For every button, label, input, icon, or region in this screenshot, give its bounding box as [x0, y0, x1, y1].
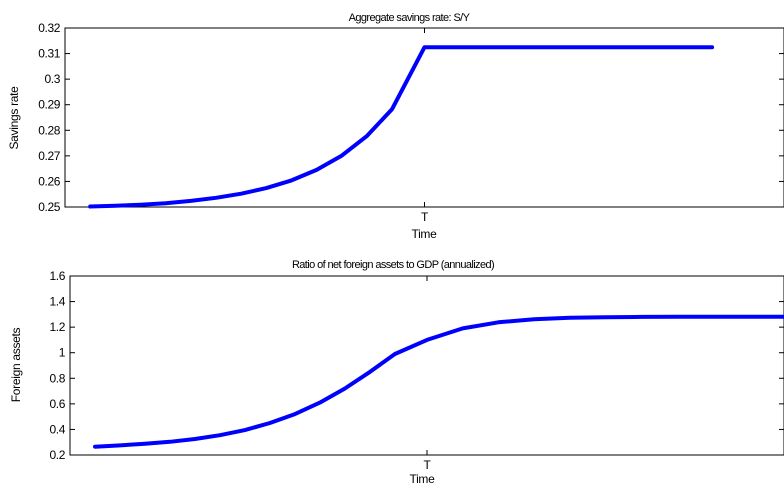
- y-tick-label: 1.2: [50, 320, 66, 334]
- series-line: [93, 314, 784, 449]
- y-tick-label: 0.25: [38, 200, 60, 214]
- chart-title: Ratio of net foreign assets to GDP (annu…: [292, 259, 494, 271]
- y-tick-label: 0.27: [38, 149, 60, 163]
- y-tick-label: 1.6: [50, 269, 66, 283]
- x-axis-label: Time: [411, 227, 437, 241]
- chart-title: Aggregate savings rate: S/Y: [349, 12, 471, 24]
- foreign-assets-chart: Ratio of net foreign assets to GDP (annu…: [9, 259, 784, 486]
- y-tick-label: 0.2: [50, 448, 66, 462]
- x-tick-label: T: [424, 458, 432, 472]
- y-tick-label: 0.3: [45, 72, 61, 86]
- y-tick-label: 0.29: [38, 98, 60, 112]
- savings-rate-chart: Aggregate savings rate: S/Y 0.320.310.30…: [7, 12, 784, 241]
- plot-frame: [69, 275, 784, 456]
- y-tick-label: 0.4: [50, 422, 66, 436]
- y-tick-label: 0.8: [50, 371, 66, 385]
- series-layer: [93, 314, 784, 449]
- y-axis-label: Foreign assets: [9, 327, 23, 402]
- series-line: [88, 45, 715, 209]
- y-axis-label: Savings rate: [7, 86, 21, 150]
- y-axis-ticks: 0.32 0.31 0.3 0.29 0.28 0.27 0.26 0.25: [38, 21, 784, 214]
- y-tick-label: 0.6: [50, 397, 66, 411]
- y-tick-label: 0.32: [38, 21, 60, 35]
- y-axis-ticks: 1.6 1.4 1.2 1 0.8 0.6 0.4 0.2: [50, 269, 784, 462]
- x-axis-ticks: T: [424, 276, 432, 472]
- series-layer: [88, 45, 715, 209]
- x-axis-label: Time: [409, 472, 435, 486]
- x-axis-ticks: T: [421, 28, 429, 224]
- y-tick-label: 0.31: [38, 47, 60, 61]
- y-tick-label: 0.26: [38, 174, 60, 188]
- x-tick-label: T: [421, 210, 429, 224]
- y-tick-label: 1: [59, 346, 66, 360]
- plot-frame: [64, 27, 784, 208]
- y-tick-label: 0.28: [38, 123, 60, 137]
- y-tick-label: 1.4: [50, 295, 66, 309]
